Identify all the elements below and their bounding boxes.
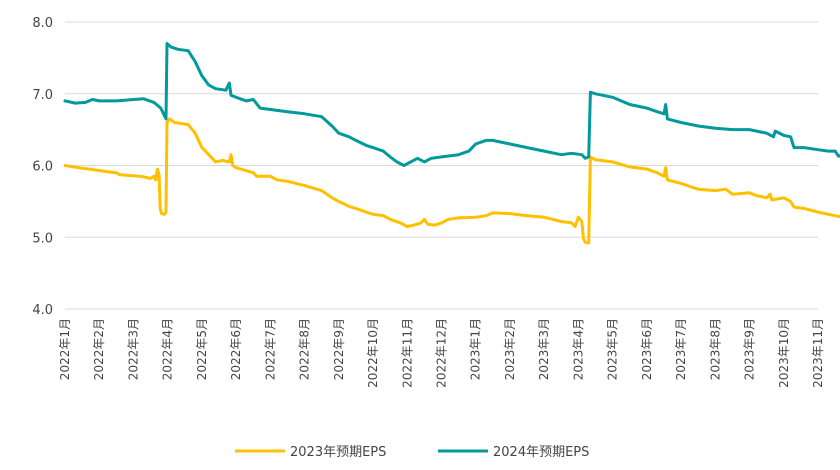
x-tick-label: 2023年2月 bbox=[503, 318, 517, 380]
x-tick-label: 2023年8月 bbox=[708, 318, 722, 380]
x-tick-label: 2022年1月 bbox=[58, 318, 72, 380]
series-line-1 bbox=[63, 42, 840, 167]
x-tick-label: 2023年7月 bbox=[674, 318, 688, 380]
x-tick-label: 2022年6月 bbox=[229, 318, 243, 380]
x-tick-label: 2023年5月 bbox=[606, 318, 620, 380]
x-tick-label: 2023年11月 bbox=[811, 318, 825, 388]
y-tick-label: 4.0 bbox=[32, 303, 53, 318]
x-tick-label: 2022年4月 bbox=[161, 318, 175, 380]
y-tick-label: 5.0 bbox=[32, 231, 53, 246]
x-tick-label: 2022年7月 bbox=[263, 318, 277, 380]
x-tick-label: 2023年6月 bbox=[640, 318, 654, 380]
y-tick-label: 6.0 bbox=[32, 160, 53, 175]
series-line-0 bbox=[63, 117, 840, 245]
x-tick-label: 2022年9月 bbox=[332, 318, 346, 380]
legend-label-0: 2023年预期EPS bbox=[290, 445, 386, 460]
legend: 2023年预期EPS 2024年预期EPS bbox=[235, 445, 589, 460]
y-tick-label: 7.0 bbox=[32, 88, 53, 103]
x-tick-label: 2022年2月 bbox=[92, 318, 106, 380]
x-tick-label: 2023年4月 bbox=[571, 318, 585, 380]
x-axis-ticks: 2022年1月 2022年2月 2022年3月 2022年4月 2022年5月 2022年… bbox=[58, 318, 825, 388]
x-tick-label: 2023年9月 bbox=[743, 318, 757, 380]
x-tick-label: 2022年12月 bbox=[435, 318, 449, 388]
x-tick-label: 2023年1月 bbox=[469, 318, 483, 380]
x-tick-label: 2022年8月 bbox=[298, 318, 312, 380]
x-tick-label: 2022年3月 bbox=[126, 318, 140, 380]
grid-layer bbox=[65, 21, 818, 310]
x-tick-label: 2022年11月 bbox=[400, 318, 414, 388]
y-axis-ticks: 4.0 5.0 6.0 7.0 8.0 bbox=[32, 16, 53, 318]
legend-label-1: 2024年预期EPS bbox=[493, 445, 589, 460]
series-layer bbox=[63, 42, 840, 245]
y-tick-label: 8.0 bbox=[32, 16, 53, 31]
x-tick-label: 2023年3月 bbox=[537, 318, 551, 380]
x-tick-label: 2023年10月 bbox=[777, 318, 791, 388]
x-tick-label: 2022年10月 bbox=[366, 318, 380, 388]
x-tick-label: 2022年5月 bbox=[195, 318, 209, 380]
